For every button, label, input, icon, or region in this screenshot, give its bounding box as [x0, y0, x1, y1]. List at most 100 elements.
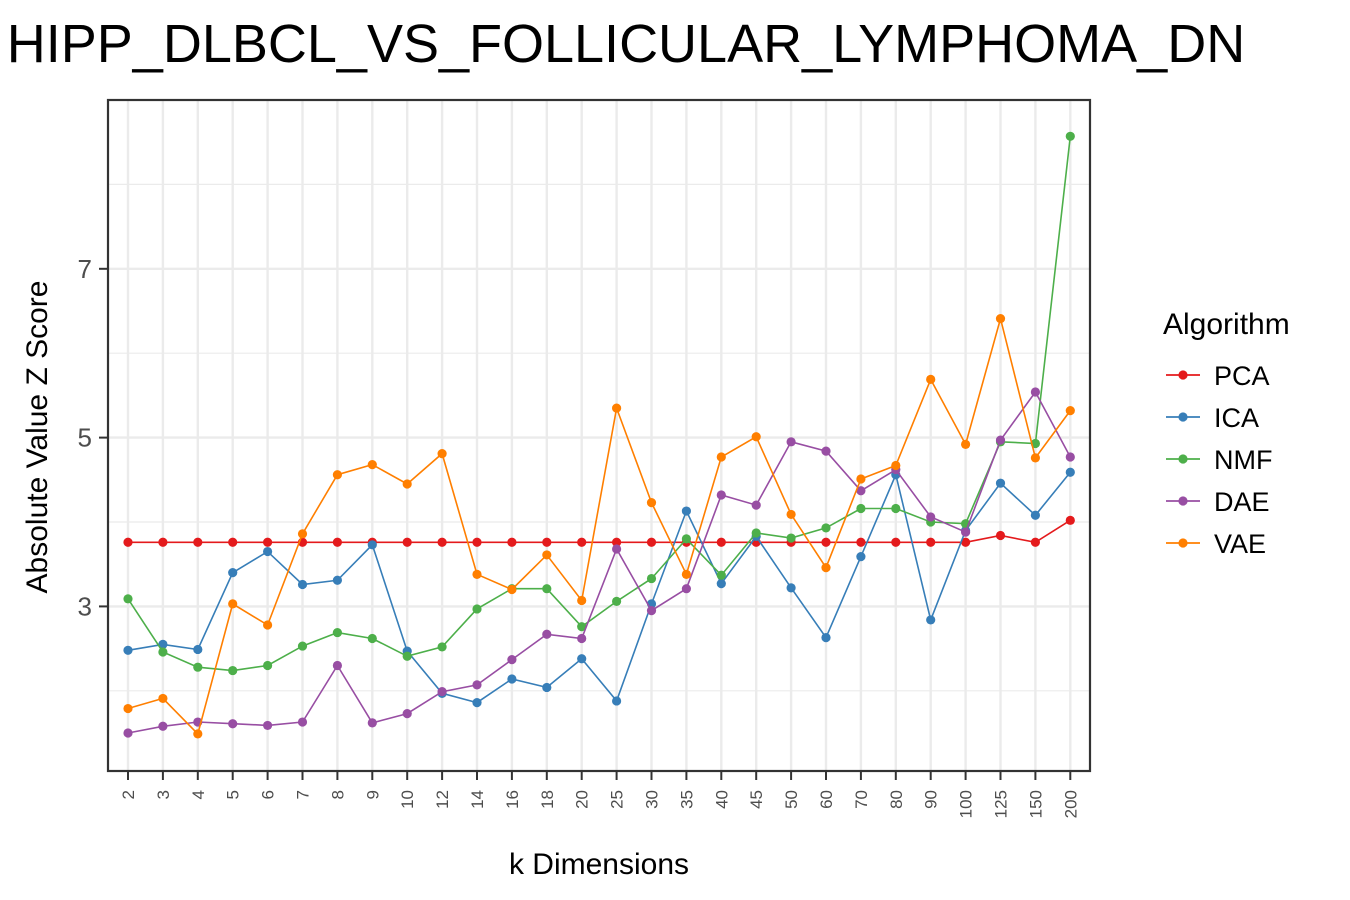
- data-point-pca: [402, 537, 412, 547]
- legend-item-vae: VAE: [1166, 529, 1266, 559]
- data-point-pca: [228, 537, 238, 547]
- data-point-pca: [926, 537, 936, 547]
- x-tick-label: 8: [328, 790, 347, 799]
- legend: Algorithm PCA ICA NMF DAE VAE: [1163, 308, 1290, 559]
- data-point-nmf: [612, 596, 622, 606]
- data-point-nmf: [716, 570, 726, 580]
- data-point-vae: [1065, 406, 1075, 416]
- data-point-vae: [472, 569, 482, 579]
- x-tick-label: 50: [782, 790, 801, 809]
- series-line-pca: [128, 519, 1071, 544]
- x-tick-label: 45: [747, 790, 766, 809]
- legend-item-nmf: NMF: [1166, 445, 1272, 475]
- data-point-vae: [507, 584, 517, 595]
- data-point-dae: [297, 717, 308, 727]
- data-point-vae: [856, 474, 866, 484]
- data-point-nmf: [891, 503, 901, 514]
- series-vae: [123, 314, 1075, 739]
- data-point-ica: [821, 633, 831, 643]
- data-point-nmf: [263, 660, 273, 671]
- data-point-nmf: [193, 662, 203, 672]
- data-point-ica: [995, 478, 1006, 488]
- data-point-pca: [821, 537, 831, 547]
- x-tick-label: 35: [677, 790, 696, 809]
- data-point-dae: [263, 720, 273, 731]
- data-point-pca: [158, 537, 168, 547]
- data-point-vae: [926, 374, 936, 384]
- data-point-nmf: [1065, 131, 1075, 141]
- data-point-nmf: [821, 523, 831, 533]
- data-point-ica: [332, 575, 342, 585]
- data-point-pca: [123, 537, 133, 547]
- data-point-dae: [995, 435, 1006, 445]
- chart-title: HIPP_DLBCL_VS_FOLLICULAR_LYMPHOMA_DN: [7, 14, 1245, 74]
- data-point-nmf: [437, 642, 447, 652]
- data-point-dae: [542, 629, 552, 639]
- data-point-vae: [995, 314, 1006, 324]
- data-point-pca: [716, 537, 726, 547]
- x-tick-label: 40: [712, 790, 731, 809]
- data-point-ica: [716, 579, 726, 589]
- series-ica: [123, 467, 1075, 708]
- data-point-vae: [297, 529, 308, 539]
- data-point-ica: [158, 639, 168, 649]
- data-point-pca: [193, 537, 203, 547]
- data-point-pca: [995, 530, 1006, 541]
- legend-label: DAE: [1214, 487, 1270, 517]
- data-point-dae: [577, 633, 587, 644]
- series-line-ica: [127, 471, 1071, 704]
- x-tick-label: 150: [1026, 790, 1045, 818]
- data-point-ica: [577, 654, 587, 664]
- data-point-dae: [926, 512, 936, 522]
- x-tick-label: 9: [363, 790, 382, 799]
- data-point-vae: [751, 432, 761, 442]
- x-tick-label: 100: [957, 790, 976, 818]
- data-point-dae: [961, 527, 971, 537]
- data-point-vae: [402, 479, 412, 489]
- data-point-dae: [228, 719, 238, 729]
- data-point-vae: [542, 550, 552, 560]
- x-tick-label: 18: [538, 790, 557, 809]
- x-tick-label: 25: [608, 790, 627, 809]
- data-point-nmf: [577, 622, 587, 632]
- x-tick-label: 20: [573, 790, 592, 809]
- data-point-pca: [1030, 537, 1040, 547]
- data-point-pca: [891, 537, 901, 547]
- data-point-ica: [263, 546, 273, 557]
- data-point-vae: [263, 620, 273, 630]
- data-point-nmf: [542, 584, 552, 594]
- data-point-nmf: [856, 503, 866, 514]
- x-tick-label: 80: [887, 790, 906, 809]
- data-point-vae: [367, 460, 377, 470]
- x-tick-label: 70: [852, 790, 871, 809]
- data-point-dae: [612, 544, 622, 554]
- data-point-vae: [577, 595, 587, 606]
- data-point-dae: [332, 660, 342, 671]
- data-point-vae: [228, 599, 238, 609]
- data-point-pca: [577, 537, 587, 547]
- data-point-dae: [646, 606, 657, 616]
- data-point-dae: [681, 584, 692, 594]
- data-point-ica: [786, 583, 796, 593]
- legend-key-point: [1178, 454, 1188, 464]
- data-point-pca: [332, 537, 342, 547]
- x-axis-title: k Dimensions: [509, 848, 689, 881]
- data-point-ica: [1030, 510, 1040, 520]
- data-point-vae: [681, 569, 692, 579]
- data-point-nmf: [123, 594, 133, 604]
- data-point-ica: [507, 674, 517, 684]
- data-point-nmf: [367, 633, 377, 644]
- legend-title: Algorithm: [1163, 308, 1290, 341]
- y-axis-title: Absolute Value Z Score: [21, 281, 54, 594]
- series-line-vae: [127, 315, 1071, 736]
- legend-item-pca: PCA: [1166, 361, 1270, 391]
- data-point-ica: [472, 698, 482, 708]
- data-point-vae: [193, 729, 203, 739]
- legend-item-ica: ICA: [1166, 403, 1259, 433]
- data-point-dae: [786, 437, 796, 447]
- data-point-dae: [1030, 387, 1040, 397]
- x-tick-label: 30: [643, 790, 662, 809]
- data-point-ica: [926, 615, 936, 625]
- x-tick-label: 5: [224, 790, 243, 799]
